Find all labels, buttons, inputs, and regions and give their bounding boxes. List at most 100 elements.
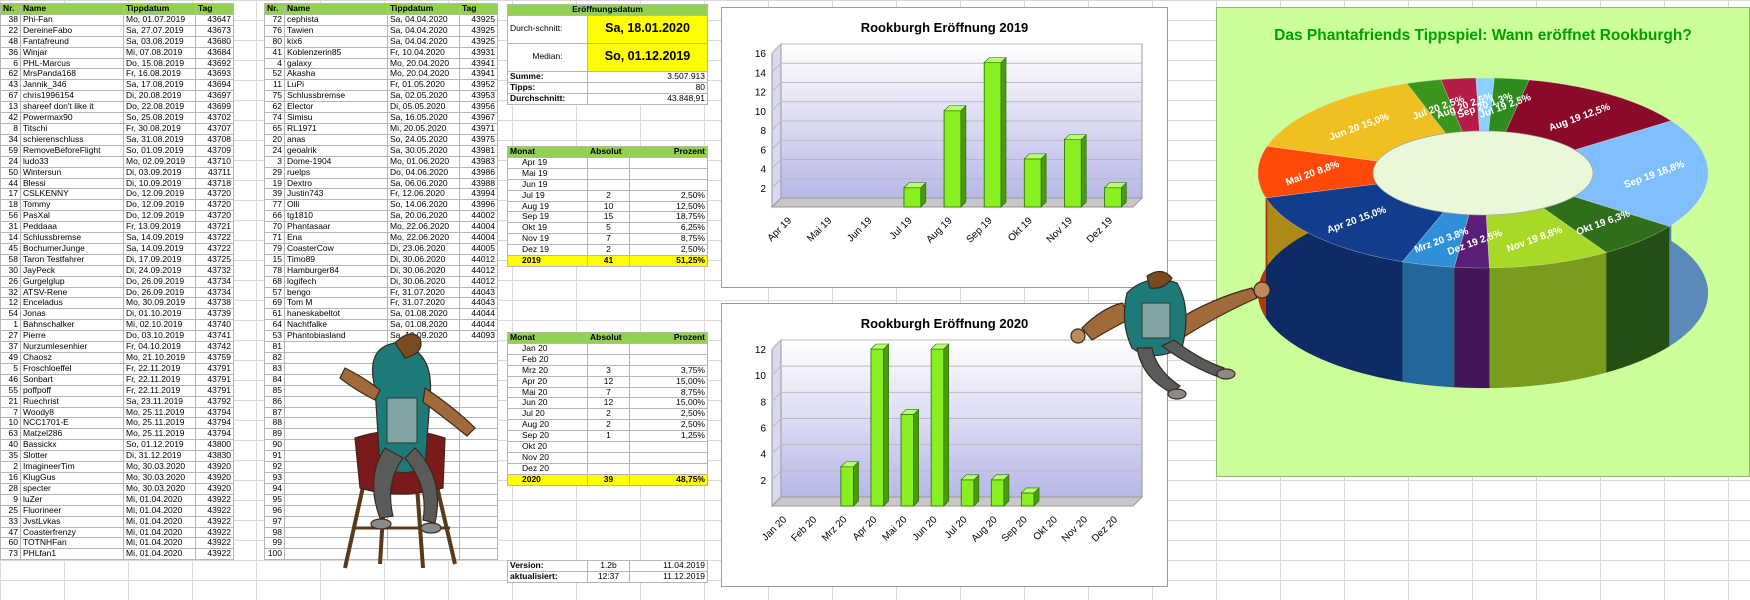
summary-header: Eröffnungsdatum [506,4,709,16]
table-cell: 46 [0,373,21,386]
table-cell: 61 [264,308,285,321]
table-cell: Di, 03.09.2019 [123,166,196,179]
avg-label: Durch-schnitt: [507,14,588,44]
table-cell: 43996 [459,199,498,212]
table-cell: 43721 [195,221,234,234]
table-cell [629,156,708,169]
table-cell: Fantafreund [20,35,124,48]
table-cell: 2,50% [629,408,708,421]
table-cell: 43925 [459,35,498,48]
table-cell: Schlussbremse [20,232,124,244]
table-cell: Fr, 04.10.2019 [123,341,196,353]
table-cell: 18,75% [629,211,708,224]
pie-slice-side [1402,261,1455,388]
table-cell: Jannik_346 [20,79,124,92]
table-cell: NCC1701-E [20,417,124,430]
table-row: 60 TOTNHFan Mi, 01.04.2020 43922 [0,537,234,550]
table-cell: ludo33 [20,155,124,168]
table-cell: Mo, 20.04.2020 [387,68,460,81]
table-cell: 22 [0,24,21,37]
table-header-row: Monat Absolut Prozent [507,146,708,158]
table-cell: Sa, 27.07.2019 [123,24,196,37]
table-cell: 43920 [195,471,234,484]
table-cell: Sa, 14.09.2019 [123,242,196,255]
y-tick-label: 6 [760,424,766,435]
gridline [771,62,782,73]
table-row: 52 Akasha Mo, 20.04.2020 43941 [264,68,498,81]
table-cell: 11 [264,79,285,92]
table-cell: 100 [264,548,285,561]
table-cell: Fr, 12.06.2020 [387,188,460,201]
median-value: So, 01.12.2019 [586,42,709,72]
table-cell: Justin743 [284,188,388,201]
table-cell: 2,50% [629,419,708,432]
sum-value: 3.507.913 [586,70,709,83]
table-cell: Coasterfrenzy [20,526,124,539]
table-cell: specter [20,482,124,495]
table-cell: bengo [284,286,388,299]
table-cell: Jun 20 [507,397,588,410]
table-cell: 43920 [195,482,234,495]
table-cell: Di, 24.09.2019 [123,264,196,277]
table-cell: Mai 20 [507,386,588,399]
table-cell: Phantasaar [284,221,388,234]
bar-chart-2020-svg: Rookburgh Eröffnung 2020 2 4 6 8 10 12 Jan 20 Fe… [755,316,1144,545]
table-cell: 74 [264,112,285,124]
table-cell: Fr, 22.11.2019 [123,384,196,397]
table-cell: Sa, 04.04.2020 [387,13,460,26]
table-row: 10 NCC1701-E Mo, 25.11.2019 43794 [0,417,234,430]
table-row: Dez 19 2 2,50% [507,244,708,257]
table-cell: 43931 [459,46,498,59]
table-cell: RL1971 [284,122,388,135]
table-cell: Fr, 01.05.2020 [387,79,460,92]
table-cell: 43941 [459,68,498,81]
table-cell: haneskabeltot [284,308,388,321]
table-row: 70 Phantasaar Mo, 22.06.2020 44004 [264,221,498,234]
table-cell: Mo, 25.11.2019 [123,428,196,441]
gridline [771,178,782,189]
table-cell: anas [284,133,388,146]
table-row: 74 Simisu Sa, 16.05.2020 43967 [264,112,498,124]
column-header: Absolut [587,332,630,344]
table-row: 32 ATSV-Rene Do, 26.09.2019 43734 [0,286,234,299]
table-cell: 44012 [459,275,498,288]
table-cell: 10 [587,200,630,213]
table-cell: Winjar [20,46,124,59]
table-cell: So, 01.12.2019 [123,439,196,452]
table-cell: 39 [264,188,285,201]
table-cell: 44005 [459,242,498,255]
table-cell: Mo, 22.06.2020 [387,232,460,244]
bar [900,408,920,507]
table-cell: 33 [0,515,21,528]
table-row: 62 Elector Di, 05.05.2020 43956 [264,101,498,114]
table-row: 54 Jonas Di, 01.10.2019 43739 [0,308,234,321]
table-cell: Wintersun [20,166,124,179]
table-cell: Woody8 [20,406,124,419]
column-header: Absolut [587,146,630,158]
table-row: Okt 20 [507,441,708,453]
table-row: 73 PHLfan1 Mi, 01.04.2020 43922 [0,548,234,561]
table-row: 56 PasXal Do, 12.09.2019 43720 [0,210,234,223]
table-cell: 19 [264,177,285,190]
total-row: 2019 41 51,25% [507,255,708,267]
table-row: 45 BochumerJunge Sa, 14.09.2019 43722 [0,242,234,255]
version-value: 1.2b [587,560,630,572]
y-tick-label: 14 [755,68,767,79]
table-row: 11 LuPi Fr, 01.05.2020 43952 [264,79,498,92]
table-cell: LuPi [284,79,388,92]
table-cell: Fr, 30.08.2019 [123,122,196,135]
table-row: Jan 20 [507,342,708,355]
tip-list-left: Nr. Name Tippdatum Tag 38 Phi-Fan Mo, 01.07.2… [0,3,234,561]
table-cell [629,178,708,191]
column-header: Name [284,3,388,15]
table-cell: 90 [264,439,285,452]
table-cell: Phi-Fan [20,13,124,26]
pie-slice-side [1453,266,1490,389]
table-cell: 2 [587,408,630,421]
bar [903,182,927,208]
table-row: 25 Fluorineer Mi, 01.04.2020 43922 [0,504,234,517]
table-row: Mai 19 [507,167,708,180]
table-cell: Pierre [20,330,124,343]
chart-title: Rookburgh Eröffnung 2020 [861,316,1029,331]
table-row: 79 CoasterCow Di, 23.06.2020 44005 [264,242,498,255]
